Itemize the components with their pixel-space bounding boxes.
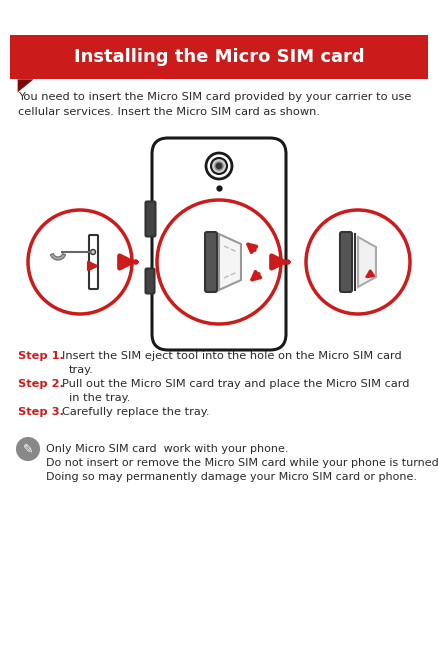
Bar xyxy=(10,35,428,79)
FancyBboxPatch shape xyxy=(89,235,98,289)
Circle shape xyxy=(215,162,223,170)
Text: Doing so may permanently damage your Micro SIM card or phone.: Doing so may permanently damage your Mic… xyxy=(46,472,417,482)
Text: in the tray.: in the tray. xyxy=(69,393,131,403)
Text: Step 2.: Step 2. xyxy=(18,379,64,389)
Text: Step 1.: Step 1. xyxy=(18,351,64,361)
Polygon shape xyxy=(358,237,376,287)
Circle shape xyxy=(28,210,132,314)
Text: Pull out the Micro SIM card tray and place the Micro SIM card: Pull out the Micro SIM card tray and pla… xyxy=(62,379,410,389)
Text: Carefully replace the tray.: Carefully replace the tray. xyxy=(62,407,209,417)
Circle shape xyxy=(17,438,39,460)
Circle shape xyxy=(157,200,281,324)
Wedge shape xyxy=(50,254,66,260)
Circle shape xyxy=(306,210,410,314)
FancyBboxPatch shape xyxy=(145,202,155,237)
Text: Installing the Micro SIM card: Installing the Micro SIM card xyxy=(74,48,364,66)
Text: cellular services. Insert the Micro SIM card as shown.: cellular services. Insert the Micro SIM … xyxy=(18,107,320,117)
Text: You need to insert the Micro SIM card provided by your carrier to use: You need to insert the Micro SIM card pr… xyxy=(18,92,411,102)
FancyBboxPatch shape xyxy=(152,138,286,350)
Text: Only Micro SIM card  work with your phone.: Only Micro SIM card work with your phone… xyxy=(46,444,289,454)
Text: tray.: tray. xyxy=(69,365,94,375)
Text: Do not insert or remove the Micro SIM card while your phone is turned on.: Do not insert or remove the Micro SIM ca… xyxy=(46,458,438,468)
Text: ✎: ✎ xyxy=(23,443,33,456)
FancyBboxPatch shape xyxy=(205,232,217,292)
Polygon shape xyxy=(219,234,241,290)
Text: Insert the SIM eject tool into the hole on the Micro SIM card: Insert the SIM eject tool into the hole … xyxy=(62,351,402,361)
Circle shape xyxy=(206,153,232,179)
FancyBboxPatch shape xyxy=(340,232,352,292)
Text: Step 3.: Step 3. xyxy=(18,407,64,417)
Circle shape xyxy=(211,158,227,174)
FancyBboxPatch shape xyxy=(145,268,155,294)
Text: lenovo: lenovo xyxy=(191,209,247,226)
Polygon shape xyxy=(18,79,34,92)
Circle shape xyxy=(91,250,95,255)
